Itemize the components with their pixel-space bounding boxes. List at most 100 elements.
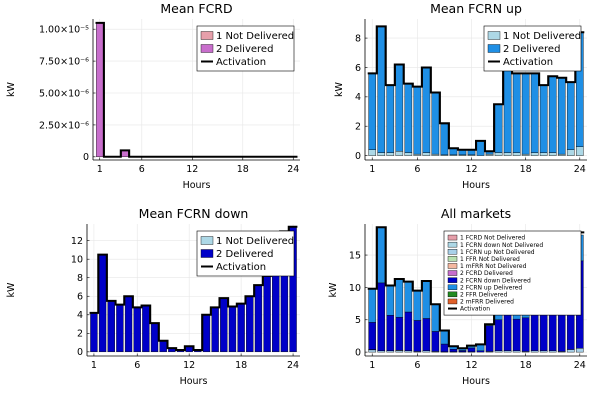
legend-label: Activation [216,57,266,68]
bar-1-h3 [386,152,395,156]
bar-1-h1 [368,149,377,156]
bar-7-h10 [449,349,458,352]
x-axis-label: Hours [180,376,208,387]
bar-8-h7 [422,280,431,319]
bar-7-h4 [395,316,404,351]
bar-7-h12 [467,347,476,352]
y-tick-label: 5.00×10⁻⁶ [39,88,89,99]
bar-2-h17 [228,306,237,353]
legend-swatch [447,256,458,262]
bar-2-h23 [566,81,575,150]
x-tick-label: 12 [465,164,477,175]
bar-1-h4 [395,150,404,156]
bar-2-h7 [142,305,150,353]
legend-label: 2 FCRD Delivered [460,270,513,277]
legend-label: Activation [503,57,553,68]
bar-8-h2 [377,227,386,284]
x-tick-label: 18 [237,164,249,175]
x-tick-label: 1 [369,164,375,175]
bar-1-h5 [404,152,413,156]
bar-7-h14 [485,325,494,352]
bar-2-h20 [539,84,548,153]
y-tick-label: 7.50×10⁻⁶ [39,57,89,68]
bar-1-h8 [431,153,440,156]
bar-2-h9 [440,123,449,156]
bar-7-h2 [377,282,386,352]
x-axis-label: Hours [183,180,211,191]
bar-1-h19 [530,152,539,156]
legend-label: 2 FFR Delivered [460,291,508,298]
bar-3-h24 [575,348,584,353]
y-tick-label: 10 [71,255,83,266]
x-tick-label: 1 [97,164,103,175]
legend-swatch [200,236,214,245]
x-tick-label: 1 [369,360,375,371]
bar-2-h17 [512,73,521,153]
y-tick-label: 8 [355,33,361,44]
y-tick-label: 8 [77,273,83,284]
y-axis-label: kW [328,282,339,298]
legend-swatch [447,298,458,305]
bar-2-h16 [503,64,512,153]
bar-2-h3 [386,84,395,153]
bar-2-h8 [431,92,440,155]
y-axis-label: kW [334,81,345,97]
y-tick-label: 0 [355,151,361,162]
bar-2-h16 [220,297,228,353]
chart-title: Mean FCRN down [139,206,249,221]
bar-2-h4 [395,64,404,152]
x-tick-label: 1 [91,360,97,371]
activation-line [89,225,298,351]
legend-label: 1 mFRR Not Delivered [460,263,527,270]
bar-2-h22 [557,77,566,155]
x-tick-label: 24 [574,360,586,371]
y-tick-label: 2 [355,122,361,133]
bar-7-h3 [386,315,395,352]
legend-swatch [447,291,458,298]
bar-3-h23 [566,349,575,353]
legend-label: 2 FCRN up Delivered [460,284,522,291]
legend-label: 1 FCRD Not Delivered [460,235,525,242]
legend-label: Activation [216,262,266,273]
bar-2-h7 [422,67,431,153]
x-tick-label: 24 [287,360,299,371]
bar-1-h22 [557,153,566,156]
bar-7-h19 [530,311,539,352]
y-tick-label: 0 [83,152,89,163]
bar-2-h3 [107,300,115,353]
y-tick-label: 10 [349,283,361,294]
x-tick-label: 6 [414,164,420,175]
y-tick-label: 4 [77,310,83,321]
legend-label: 1 FFR Not Delivered [460,256,520,263]
legend-label: 2 mFRR Delivered [460,299,514,306]
bar-2-h2 [98,254,107,353]
x-tick-label: 6 [134,360,140,371]
legend-swatch [487,44,501,53]
bar-2-h5 [124,296,133,353]
bar-2-h1 [368,73,377,150]
x-tick-label: 24 [574,164,586,175]
bar-1-h23 [566,149,575,156]
bar-2-h2 [377,26,386,153]
chart-4: 1 6 12 18 24 0 5 10 15 All markets Hours kW 1 FCRD N… [328,206,587,387]
bar-1-h14 [485,153,494,156]
legend-label: 2 Delivered [503,44,560,55]
bar-1-h17 [512,152,521,156]
legend-swatch [447,249,458,255]
x-axis-label: Hours [462,376,490,387]
bar-2-h15 [211,307,219,353]
bar-7-h5 [404,311,413,352]
bar-1-h21 [548,152,557,156]
bar-8-h3 [386,285,395,316]
bar-2-h14 [202,314,211,353]
bar-7-h15 [494,319,503,352]
bar-8-h5 [404,281,413,313]
bar-7-h7 [422,318,431,352]
legend-label: 2 FCRN down Delivered [460,277,531,284]
bar-2-h5 [404,83,413,153]
bar-7-h9 [440,343,449,352]
